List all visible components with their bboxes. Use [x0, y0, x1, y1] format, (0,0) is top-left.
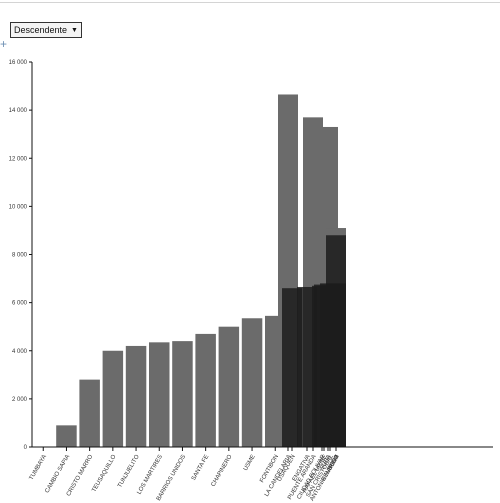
x-tick-label: USME: [243, 454, 257, 472]
x-tick-label: TEUSAQUILLO: [91, 454, 117, 494]
x-tick-label: TUNJUELITO: [117, 454, 141, 489]
x-tick-label: CAMBIO SAPIA: [44, 454, 71, 494]
x-tick-label: TUMBAYA: [29, 454, 48, 481]
x-tick-label: LOS MARTIRES: [136, 454, 163, 496]
bar[interactable]: [326, 283, 346, 447]
bar[interactable]: [79, 379, 100, 447]
y-tick-label: 2 000: [12, 397, 28, 403]
y-tick-label: 10 000: [9, 204, 28, 210]
y-tick-label: 0: [24, 445, 28, 451]
bar-series: [56, 94, 346, 447]
chevron-down-icon: ▼: [71, 26, 78, 34]
x-tick-label: CHAPINERO: [211, 454, 234, 488]
bar[interactable]: [172, 341, 193, 447]
bar[interactable]: [125, 345, 147, 447]
y-tick-label: 8 000: [12, 253, 28, 259]
bar[interactable]: [195, 333, 216, 447]
bar[interactable]: [218, 326, 240, 447]
top-divider: [0, 2, 500, 3]
plus-icon: +: [0, 37, 8, 51]
bar[interactable]: [102, 350, 124, 447]
sort-order-dropdown[interactable]: Descendente ▼: [10, 22, 82, 38]
y-tick-label: 14 000: [9, 108, 28, 114]
y-axis: 0 2 000 4 000 6 000 8 000 10 000 12 000 14 000 1…: [9, 60, 33, 451]
y-tick-label: 6 000: [12, 301, 28, 307]
y-tick-label: 16 000: [9, 60, 28, 66]
sort-order-value: Descendente: [14, 25, 68, 35]
x-tick-label: SANTA FE: [191, 454, 210, 482]
bar[interactable]: [241, 318, 263, 447]
bar[interactable]: [56, 425, 77, 447]
bar[interactable]: [149, 342, 170, 447]
y-tick-label: 4 000: [12, 349, 28, 355]
y-tick-label: 12 000: [9, 156, 28, 162]
